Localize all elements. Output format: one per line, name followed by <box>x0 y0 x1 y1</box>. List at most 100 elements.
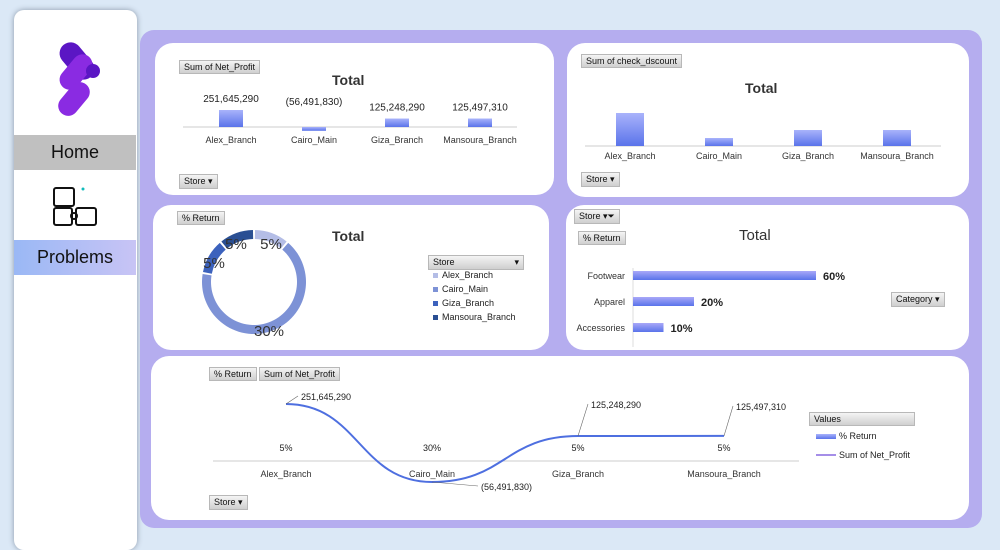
category-label: Alex_Branch <box>260 469 311 479</box>
category-return-card: Store ▾⏷ % Return Total Footwear 60% Appar… <box>566 205 969 350</box>
chart-title: Total <box>332 72 365 88</box>
legend-return-swatch <box>816 434 836 439</box>
chart-title: Total <box>739 227 771 244</box>
bar <box>794 130 822 146</box>
bar <box>616 113 644 146</box>
field-button[interactable]: % Return <box>578 231 626 245</box>
category-label: Alex_Branch <box>205 135 256 145</box>
legend-return: % Return <box>839 431 877 441</box>
bar <box>705 138 733 146</box>
store-filter-button[interactable]: Store ▾ <box>209 495 248 510</box>
legend-item: Giza_Branch <box>433 298 516 312</box>
check-discount-card: Sum of check_dscount Total Alex_Branch Ca… <box>567 43 969 197</box>
legend-label: Giza_Branch <box>442 298 495 308</box>
category-label: Cairo_Main <box>696 151 742 161</box>
legend: Alex_Branch Cairo_Main Giza_Branch Mansoura… <box>433 270 516 326</box>
category-return-chart: Footwear 60% Apparel 20% Accessories 10% <box>576 268 845 347</box>
category-label: Giza_Branch <box>782 151 834 161</box>
nav-problems[interactable]: Problems <box>14 240 136 275</box>
profit-line <box>285 403 725 484</box>
bar <box>633 271 816 280</box>
legend-swatch <box>433 315 438 320</box>
category-label: Cairo_Main <box>291 135 337 145</box>
check-discount-chart: Alex_Branch Cairo_Main Giza_Branch Mansoura… <box>585 113 941 161</box>
data-label: 125,248,290 <box>369 103 425 114</box>
donut-slice <box>202 242 306 334</box>
return-label: 5% <box>279 443 292 453</box>
sidebar: Home Problems <box>14 10 137 550</box>
store-filter-label: Store <box>586 174 608 184</box>
slice-label: 5% <box>260 236 282 253</box>
nav-home-label: Home <box>50 142 99 162</box>
legend-profit: Sum of Net_Profit <box>839 450 911 460</box>
field-button[interactable]: Sum of Net_Profit <box>179 60 261 74</box>
profit-field-button[interactable]: Sum of Net_Profit <box>259 367 341 381</box>
puzzle-icon <box>53 187 97 226</box>
chart-title: Total <box>745 80 778 96</box>
profit-label: (56,491,830) <box>481 482 532 492</box>
bar <box>468 118 492 127</box>
return-label: 5% <box>571 443 584 453</box>
legend-swatch <box>433 301 438 306</box>
legend-store-button[interactable]: Store ▾ <box>428 255 524 270</box>
profit-label: 125,497,310 <box>736 402 786 412</box>
data-label: 251,645,290 <box>203 94 259 105</box>
store-filter-label: Store <box>184 176 206 186</box>
store-filter-button[interactable]: Store ▾ <box>581 172 620 187</box>
filter-icon: ▾⏷ <box>603 211 615 221</box>
category-axis-button[interactable]: Category ▾ <box>891 292 945 307</box>
category-axis-label: Category <box>896 294 933 304</box>
category-label: Mansoura_Branch <box>860 151 934 161</box>
legend-label: Mansoura_Branch <box>442 312 516 322</box>
category-label: Mansoura_Branch <box>687 469 761 479</box>
return-field-button[interactable]: % Return <box>209 367 257 381</box>
category-label: Giza_Branch <box>552 469 604 479</box>
store-filter-label: Store <box>579 211 601 221</box>
return-donut-card: % Return Total 5% 30% 5% 5% Store ▾ Alex_Bra… <box>153 205 549 350</box>
bar <box>633 323 664 332</box>
category-label: Giza_Branch <box>371 135 423 145</box>
combo-card: % Return Sum of Net_Profit 251,645,290 5%… <box>151 356 969 520</box>
bar <box>633 297 694 306</box>
return-label: 5% <box>717 443 730 453</box>
category-label: Alex_Branch <box>604 151 655 161</box>
category-label: Mansoura_Branch <box>443 135 517 145</box>
leader-line <box>577 403 589 437</box>
leader-line <box>723 405 734 437</box>
category-label: Apparel <box>594 297 625 307</box>
data-label: (56,491,830) <box>286 97 343 108</box>
legend-swatch <box>433 273 438 278</box>
bar <box>219 110 243 127</box>
legend-title: Store <box>433 257 455 267</box>
nav-problems-label: Problems <box>36 247 114 267</box>
bar <box>302 127 326 131</box>
legend-values-button[interactable]: Values <box>809 412 915 426</box>
store-filter-button[interactable]: Store ▾ <box>179 174 218 189</box>
profit-label: 125,248,290 <box>591 400 641 410</box>
category-label: Cairo_Main <box>409 469 455 479</box>
store-filter-label: Store <box>214 497 236 507</box>
net-profit-card: Sum of Net_Profit Total 251,645,290 Alex_… <box>155 43 554 195</box>
nav-home[interactable]: Home <box>14 135 136 170</box>
donut-slice <box>254 230 287 249</box>
profit-label: 251,645,290 <box>301 392 351 402</box>
slice-label: 5% <box>203 255 225 272</box>
data-label: 125,497,310 <box>452 103 508 114</box>
legend-label: Alex_Branch <box>442 270 494 280</box>
chart-title: Total <box>332 228 365 244</box>
data-label: 20% <box>701 297 723 309</box>
return-donut-chart: 5%30%5%5% <box>202 230 306 340</box>
category-label: Accessories <box>576 323 625 333</box>
logo-icon <box>58 42 100 116</box>
bar <box>883 130 911 146</box>
legend-item: Mansoura_Branch <box>433 312 516 326</box>
slice-label: 5% <box>225 236 247 253</box>
field-button[interactable]: % Return <box>177 211 225 225</box>
return-label: 30% <box>423 443 441 453</box>
store-filter-button[interactable]: Store ▾⏷ <box>574 209 620 224</box>
donut-slice <box>221 230 254 249</box>
category-label: Footwear <box>587 271 625 281</box>
legend-item: Alex_Branch <box>433 270 516 284</box>
field-button[interactable]: Sum of check_dscount <box>581 54 683 68</box>
leader-line <box>285 395 299 405</box>
